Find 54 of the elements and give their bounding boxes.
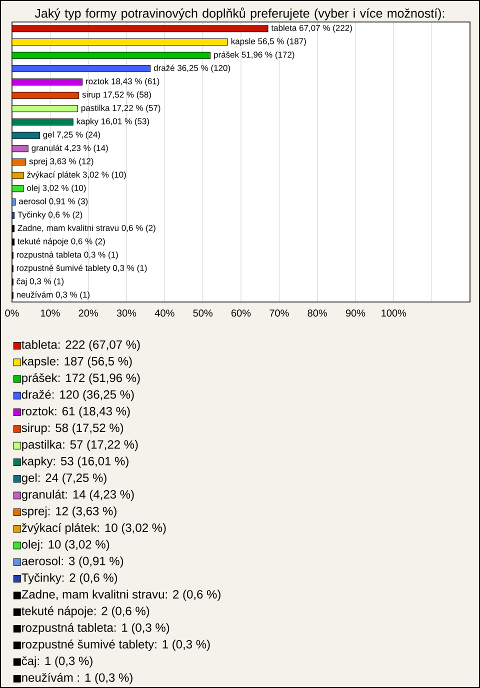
x-tick-label: 30%	[116, 310, 136, 317]
x-tick-label: 60%	[231, 310, 251, 317]
legend-label: kapsle: 187 (56,5 %)	[22, 356, 132, 368]
legend-label: prášek: 172 (51,96 %)	[22, 373, 140, 384]
x-tick-label: 80%	[308, 310, 327, 317]
x-tick-label: 90%	[346, 310, 366, 317]
x-tick-label: 70%	[270, 310, 289, 317]
data-label: čaj 0,3 % (1)	[16, 278, 64, 286]
legend-label: olej: 10 (3,02 %)	[22, 540, 110, 551]
data-label: Tyčinky 0,6 % (2)	[18, 211, 82, 220]
data-label: gel 7,25 % (24)	[43, 131, 100, 140]
x-tick-label: 100%	[382, 310, 406, 317]
legend-label: rozpustná tableta: 1 (0,3 %)	[22, 622, 170, 634]
data-label: prášek 51,96 % (172)	[214, 51, 294, 60]
legend-label: sprej: 12 (3,63 %)	[22, 506, 116, 518]
legend-label: tekuté nápoje: 2 (0,6 %)	[22, 606, 150, 618]
data-label: rozpustné šumivé tablety 0,3 % (1)	[16, 264, 147, 273]
data-label: žvýkací plátek 3,02 % (10)	[27, 171, 126, 180]
data-label: kapky 16,01 % (53)	[76, 118, 149, 126]
legend-label: tableta: 222 (67,07 %)	[22, 340, 140, 352]
data-label: roztok 18,43 % (61)	[86, 78, 160, 86]
data-label: granulát 4,23 % (14)	[32, 144, 108, 153]
legend-label: dražé: 120 (36,25 %)	[22, 390, 134, 402]
x-tick-label: 10%	[40, 310, 60, 317]
data-label: olej 3,02 % (10)	[27, 184, 86, 193]
legend-label: čaj: 1 (0,3 %)	[22, 656, 92, 668]
data-label: neužívám 0,3 % (1)	[16, 291, 90, 300]
data-label: tekuté nápoje 0,6 % (2)	[18, 238, 105, 246]
legend-label: Tyčinky: 2 (0,6 %)	[22, 573, 118, 584]
data-label: dražé 36,25 % (120)	[154, 64, 230, 73]
data-label: Zadne, mam kvalitni stravu 0,6 % (2)	[18, 224, 156, 233]
x-tick-label: 0%	[5, 310, 19, 317]
legend-label: roztok: 61 (18,43 %)	[22, 406, 130, 418]
data-label: aerosol 0,91 % (3)	[19, 198, 88, 206]
chart-title: Jaký typ formy potravinových doplňků preferujete (vyber i více možností):	[34, 8, 444, 20]
x-tick-label: 40%	[154, 310, 174, 317]
data-label: sprej 3,63 % (12)	[29, 158, 94, 166]
x-tick-label: 20%	[78, 310, 98, 317]
legend-label: pastilka: 57 (17,22 %)	[22, 440, 138, 452]
legend-label: kapky: 53 (16,01 %)	[22, 456, 128, 468]
legend-label: Zadne, mam kvalitni stravu: 2 (0,6 %)	[22, 590, 220, 601]
legend-label: rozpustné šumivé tablety: 1 (0,3 %)	[22, 640, 210, 651]
data-label: kapsle 56,5 % (187)	[231, 38, 306, 46]
legend-label: žvýkací plátek: 10 (3,02 %)	[22, 523, 166, 534]
data-label: pastilka 17,22 % (57)	[81, 104, 160, 113]
data-label: rozpustná tableta 0,3 % (1)	[16, 251, 118, 260]
legend-label: aerosol: 3 (0,91 %)	[22, 556, 124, 568]
legend-label: sirup: 58 (17,52 %)	[22, 423, 124, 434]
data-label: sirup 17,52 % (58)	[82, 91, 151, 100]
x-tick-label: 50%	[193, 310, 212, 317]
legend-label: gel: 24 (7,25 %)	[22, 473, 106, 484]
legend-label: granulát: 14 (4,23 %)	[22, 490, 134, 502]
legend-label: neužívám : 1 (0,3 %)	[22, 672, 132, 684]
data-label: tableta 67,07 % (222)	[271, 24, 352, 33]
